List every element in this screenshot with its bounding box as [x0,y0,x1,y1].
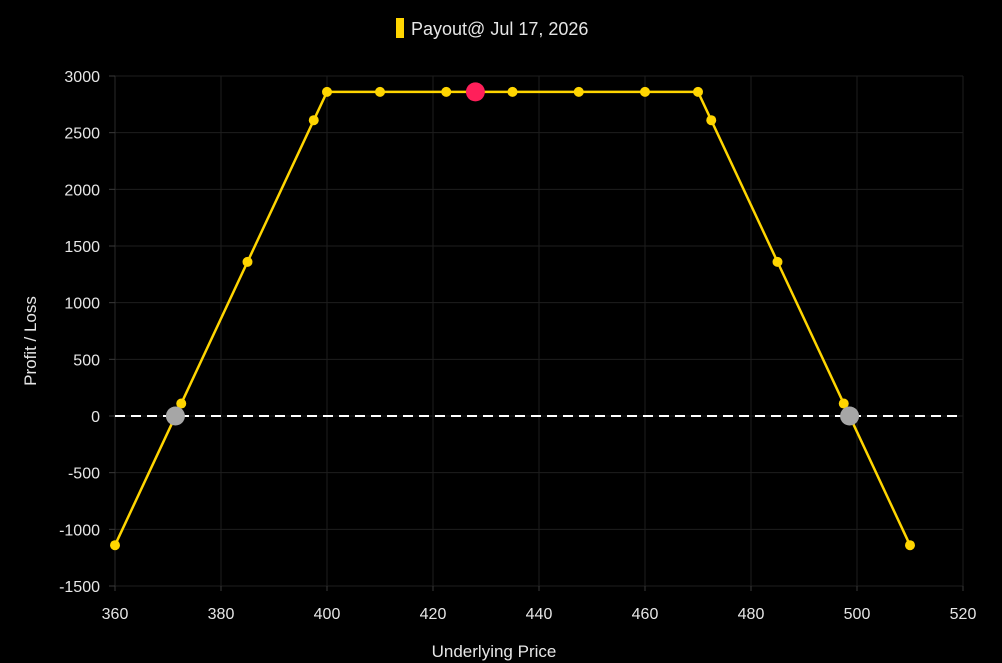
data-point[interactable] [772,256,783,267]
x-tick-label: 500 [844,606,871,623]
x-tick-label: 480 [738,606,765,623]
data-point[interactable] [242,256,253,267]
data-point[interactable] [308,115,319,126]
breakeven-low-marker[interactable] [165,406,185,426]
data-point[interactable] [110,540,120,551]
y-tick-label: 2500 [64,126,100,143]
x-tick-label: 360 [102,606,129,623]
y-axis-title: Profit / Loss [21,296,40,386]
data-point[interactable] [693,86,703,97]
current-price-marker[interactable] [465,82,485,102]
data-point[interactable] [640,86,650,97]
y-tick-label: 3000 [64,69,100,86]
x-tick-label: 400 [314,606,341,623]
y-tick-label: -1500 [59,579,100,596]
data-point[interactable] [706,115,717,126]
y-tick-label: 1500 [64,239,100,256]
y-tick-label: 1000 [64,296,100,313]
x-tick-label: 440 [526,606,553,623]
x-tick-label: 380 [208,606,235,623]
legend-swatch[interactable] [396,18,404,38]
data-point[interactable] [838,398,849,409]
legend-label[interactable]: Payout@ Jul 17, 2026 [411,19,588,39]
y-tick-label: -500 [68,466,100,483]
y-tick-label: 500 [73,352,100,369]
data-point[interactable] [441,86,452,97]
series-layer [110,86,915,551]
data-point[interactable] [905,540,915,551]
y-tick-label: -1000 [59,522,100,539]
data-point[interactable] [375,86,385,97]
breakeven-high-marker[interactable] [840,406,860,426]
data-point[interactable] [176,398,187,409]
y-tick-label: 2000 [64,182,100,199]
marker-layer [165,82,860,426]
y-tick-label: 0 [91,409,100,426]
legend[interactable]: Payout@ Jul 17, 2026 [396,18,588,39]
axes: 360 380 400 420 440 460 480 500 520 -1500 -1000 -50… [59,69,976,623]
x-tick-label: 460 [632,606,659,623]
grid [114,75,964,587]
payout-line [113,90,912,546]
data-point[interactable] [573,86,584,97]
data-point[interactable] [507,86,518,97]
x-axis-title: Underlying Price [432,642,557,661]
x-tick-label: 520 [950,606,977,623]
data-point[interactable] [322,86,332,97]
x-tick-label: 420 [420,606,447,623]
